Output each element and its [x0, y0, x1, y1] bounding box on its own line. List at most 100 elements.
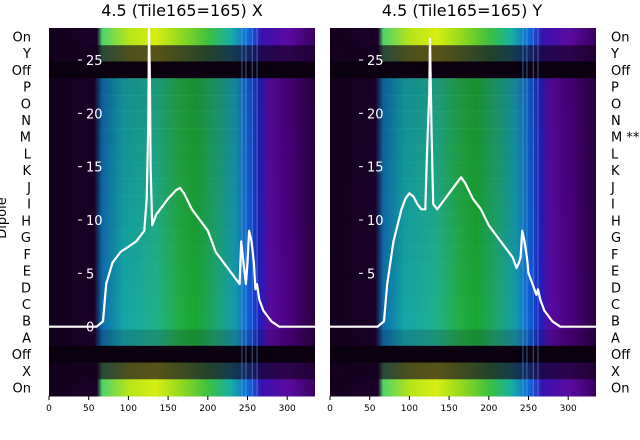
- overlay-ytick-label: 25: [86, 54, 103, 69]
- heatmap-row: [49, 262, 315, 280]
- row-label: Y: [22, 47, 31, 62]
- heatmap-row: [330, 44, 596, 62]
- overlay-ytick-label: 10: [86, 214, 103, 229]
- x-tick-label: 200: [480, 404, 497, 414]
- heatmap-row: [330, 295, 596, 313]
- row-label: X: [611, 365, 620, 380]
- heatmap-row: [49, 61, 315, 79]
- row-label: A: [22, 331, 31, 346]
- row-label: L: [611, 147, 619, 162]
- row-label: Off: [12, 348, 32, 363]
- row-label: N: [611, 114, 621, 129]
- heatmap-row: [49, 28, 315, 46]
- heatmap-row: [330, 128, 596, 146]
- overlay-ytick-label: 10: [367, 214, 384, 229]
- heatmap-row: [330, 78, 596, 96]
- row-label: On: [13, 30, 31, 45]
- overlay-ytick-label: 25: [367, 54, 384, 69]
- heatmap-row: [49, 379, 315, 397]
- row-label: O: [21, 97, 31, 112]
- row-label: A: [611, 331, 620, 346]
- row-label: X: [22, 365, 31, 380]
- heatmap-row: [330, 61, 596, 79]
- overlay-ytick-label: 15: [86, 161, 103, 176]
- x-tick-label: 100: [120, 404, 137, 414]
- heatmap-row: [330, 145, 596, 163]
- heatmap-row: [49, 195, 315, 213]
- heatmap-row: [330, 379, 596, 397]
- row-label: K: [22, 164, 31, 179]
- overlay-series-line: [49, 26, 315, 328]
- row-label: D: [611, 281, 621, 296]
- row-label: G: [611, 231, 621, 246]
- row-label: O: [611, 97, 621, 112]
- row-label: Off: [12, 64, 32, 79]
- x-tick-label: 250: [239, 404, 256, 414]
- row-label: C: [611, 298, 620, 313]
- heatmap-row: [49, 212, 315, 230]
- overlay-ytick-label: 0: [86, 321, 94, 336]
- overlay-ytick-label: 20: [367, 107, 384, 122]
- heatmap-row: [330, 28, 596, 46]
- heatmap-row: [330, 161, 596, 180]
- heatmap-row: [49, 44, 315, 62]
- heatmap-row: [49, 128, 315, 146]
- heatmap-row: [49, 362, 315, 380]
- x-tick-label: 250: [520, 404, 537, 414]
- x-tick-label: 150: [441, 404, 458, 414]
- row-label: N: [21, 114, 31, 129]
- row-label: E: [23, 265, 31, 280]
- heatmap-row: [330, 345, 596, 364]
- heatmap-row: [330, 94, 596, 113]
- row-label: Off: [611, 64, 631, 79]
- heatmap-row: [49, 228, 315, 246]
- overlay-ytick-label: 15: [367, 161, 384, 176]
- heatmap-row: [330, 278, 596, 297]
- row-label: E: [611, 265, 619, 280]
- x-tick-label: 50: [364, 404, 376, 414]
- heatmap-row: [330, 329, 596, 347]
- heatmap-row: [49, 94, 315, 113]
- heatmap-row: [49, 312, 315, 330]
- heatmap-row: [49, 345, 315, 364]
- x-tick-label: 300: [560, 404, 577, 414]
- row-label: M **: [611, 131, 640, 146]
- heatmap-row: [330, 228, 596, 246]
- heatmap-row: [330, 362, 596, 380]
- heatmap-row: [330, 111, 596, 129]
- heatmap-row: [49, 111, 315, 129]
- overlay-ytick-label: 5: [367, 267, 375, 282]
- row-label: J: [610, 181, 615, 196]
- heatmap-row: [330, 312, 596, 330]
- row-label: L: [24, 147, 32, 162]
- heatmap-row: [49, 161, 315, 180]
- x-tick-label: 50: [83, 404, 95, 414]
- row-label: Y: [610, 47, 619, 62]
- heatmap-row: [49, 278, 315, 297]
- row-label: P: [23, 81, 31, 96]
- x-tick-label: 0: [327, 404, 333, 414]
- heatmap-row: [330, 245, 596, 263]
- row-label: On: [611, 382, 629, 397]
- heatmap-row: [49, 245, 315, 263]
- x-tick-label: 0: [46, 404, 52, 414]
- overlay-ytick-label: 5: [86, 267, 94, 282]
- y-axis-label: Dipole: [0, 197, 10, 238]
- row-label: J: [26, 181, 31, 196]
- row-label: D: [21, 281, 31, 296]
- heatmap-row: [49, 329, 315, 347]
- row-label: On: [611, 30, 629, 45]
- overlay-series-line: [330, 37, 596, 328]
- x-tick-label: 100: [401, 404, 418, 414]
- row-label: F: [24, 248, 31, 263]
- heatmap-row: [330, 195, 596, 213]
- chart-title-x: 4.5 (Tile165=165) X: [101, 1, 263, 20]
- row-label: H: [21, 214, 31, 229]
- overlay-ytick-label: 20: [86, 107, 103, 122]
- row-label: C: [22, 298, 31, 313]
- row-label: On: [13, 382, 31, 397]
- row-label: K: [611, 164, 620, 179]
- row-label: G: [21, 231, 31, 246]
